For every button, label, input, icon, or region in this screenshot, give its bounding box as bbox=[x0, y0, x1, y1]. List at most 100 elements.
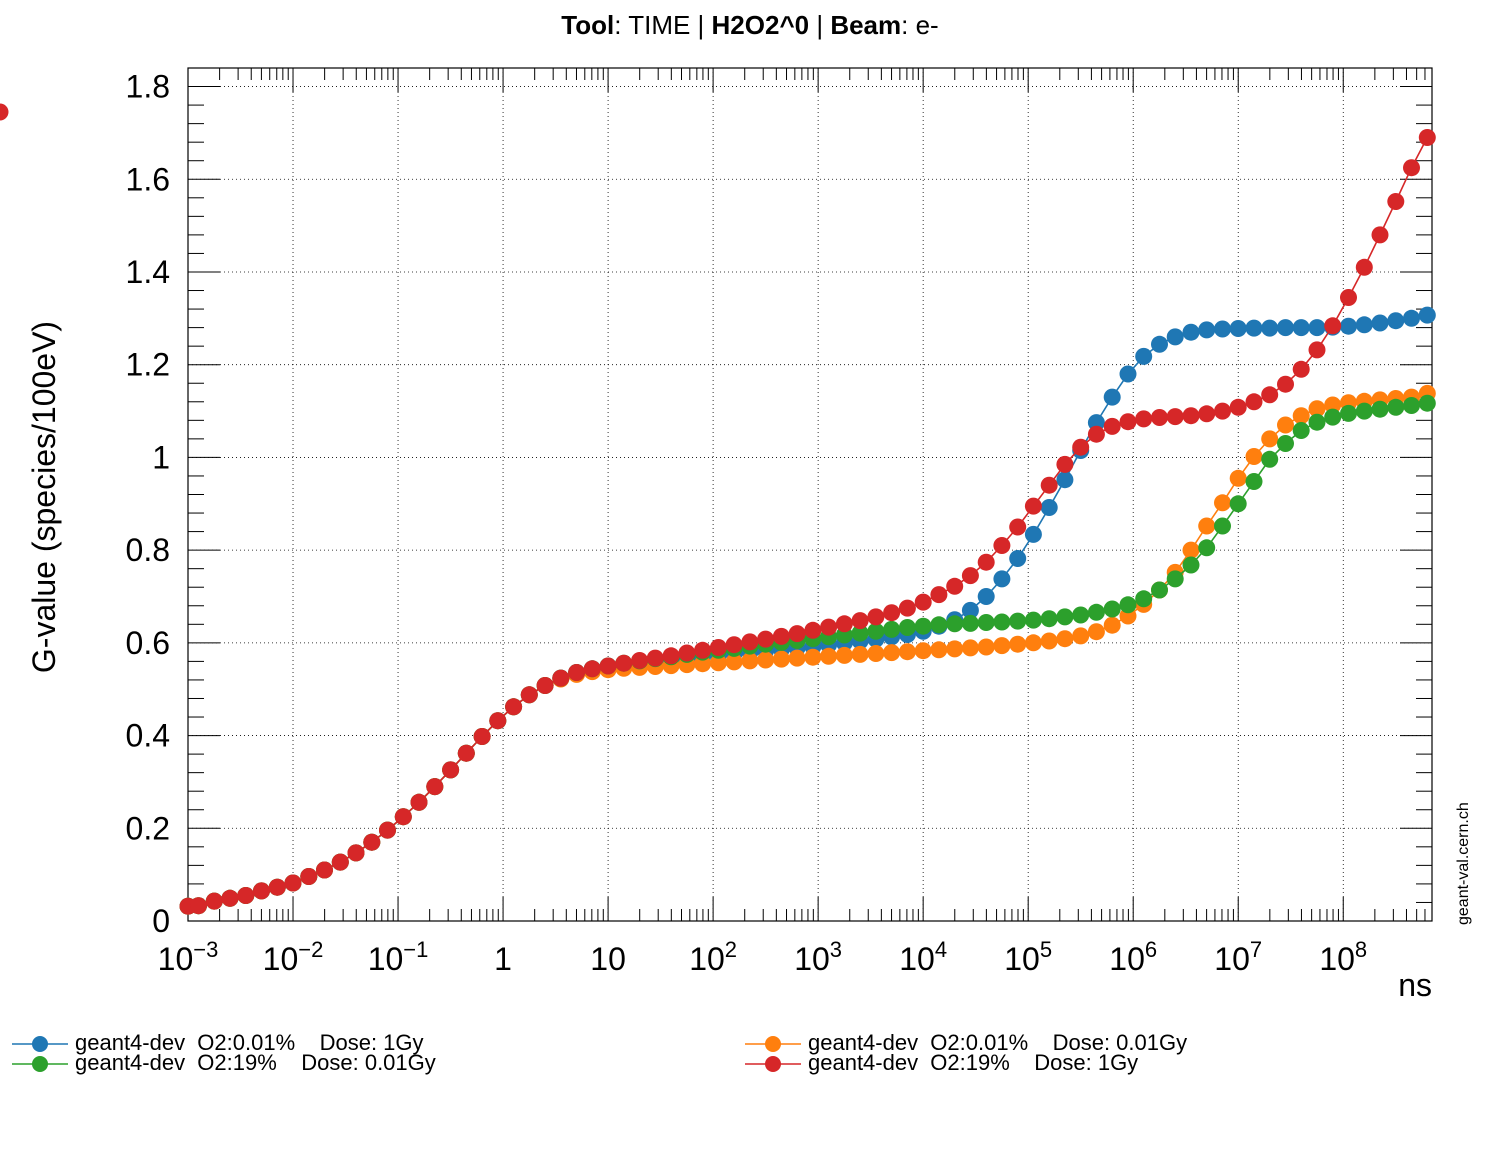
data-point-red bbox=[253, 882, 270, 900]
data-point-green bbox=[1387, 398, 1405, 416]
y-tick-label: 0.6 bbox=[126, 625, 170, 661]
series-layer bbox=[0, 103, 1436, 915]
y-tick-label: 1 bbox=[152, 439, 170, 475]
data-point-orange bbox=[961, 639, 979, 657]
data-point-red bbox=[221, 889, 239, 907]
watermark: geant-val.cern.ch bbox=[1455, 802, 1472, 925]
data-point-orange bbox=[1277, 416, 1294, 434]
data-point-orange bbox=[946, 640, 964, 658]
data-point-orange bbox=[977, 638, 995, 656]
title-species: H2O2^0 bbox=[711, 10, 810, 40]
data-point-blue bbox=[961, 601, 979, 619]
data-point-red bbox=[190, 897, 207, 915]
data-point-red bbox=[1261, 386, 1279, 404]
data-point-red bbox=[867, 608, 885, 626]
data-point-blue bbox=[1009, 550, 1027, 567]
legend-marker-orange bbox=[745, 1036, 801, 1052]
data-point-green bbox=[993, 613, 1011, 631]
title-separator: | bbox=[809, 10, 831, 40]
data-point-orange bbox=[1245, 448, 1263, 465]
data-point-red bbox=[1245, 393, 1263, 411]
data-point-green bbox=[1324, 408, 1342, 426]
data-point-blue bbox=[1261, 319, 1279, 337]
data-point-green bbox=[1340, 404, 1357, 422]
x-tick-label: 102 bbox=[689, 937, 737, 977]
data-point-blue bbox=[1040, 499, 1058, 516]
data-point-orange bbox=[993, 637, 1011, 655]
x-tick-label: 106 bbox=[1109, 937, 1157, 977]
data-point-green bbox=[1103, 600, 1121, 618]
legend-label-green: geant4-dev O2:19% Dose: 0.01Gy bbox=[75, 1050, 436, 1075]
chart-title: Tool: TIME | H2O2^0 | Beam: e- bbox=[0, 10, 1500, 41]
data-point-red bbox=[442, 761, 460, 779]
data-point-red bbox=[284, 874, 302, 892]
data-point-blue bbox=[1355, 316, 1373, 334]
data-point-red bbox=[1009, 518, 1027, 536]
data-point-red bbox=[1371, 226, 1389, 244]
data-point-orange bbox=[1087, 623, 1105, 641]
data-point-blue bbox=[1214, 320, 1231, 338]
data-point-green bbox=[1418, 394, 1436, 412]
data-point-red bbox=[1355, 258, 1373, 276]
data-point-orange bbox=[804, 648, 822, 666]
data-point-orange bbox=[851, 645, 869, 663]
data-point-orange bbox=[820, 647, 838, 665]
x-axis-label: ns bbox=[1398, 967, 1432, 1003]
data-point-red bbox=[930, 586, 948, 604]
data-point-red bbox=[1324, 317, 1342, 335]
data-point-red bbox=[1418, 129, 1436, 146]
legend-entry-green: geant4-dev O2:19% Dose: 0.01Gy bbox=[10, 1052, 436, 1074]
data-point-red bbox=[961, 567, 979, 585]
data-point-orange bbox=[1198, 517, 1216, 535]
data-point-orange bbox=[1261, 430, 1279, 448]
data-point-green bbox=[1261, 450, 1279, 468]
data-point-red bbox=[410, 793, 428, 811]
data-point-blue bbox=[1182, 323, 1200, 341]
data-point-green bbox=[1166, 570, 1184, 588]
data-point-green bbox=[977, 614, 995, 631]
data-point-red bbox=[678, 644, 696, 662]
data-point-green bbox=[867, 622, 885, 640]
data-point-red bbox=[772, 627, 790, 645]
data-point-red bbox=[1277, 375, 1294, 393]
data-point-green bbox=[914, 617, 932, 635]
data-point-red bbox=[1198, 405, 1216, 423]
data-point-orange bbox=[930, 641, 948, 659]
data-point-red bbox=[1340, 289, 1357, 306]
data-point-green bbox=[1245, 473, 1263, 490]
data-point-blue bbox=[1277, 319, 1294, 337]
y-tick-labels: 0 0.2 0.4 0.6 0.8 1 1.2 1.4 1.6 1.8 bbox=[126, 69, 170, 939]
y-tick-label: 0.4 bbox=[126, 718, 170, 754]
legend-label-orange: geant4-dev O2:0.01% Dose: 0.01Gy bbox=[808, 1030, 1188, 1055]
data-point-red bbox=[914, 593, 932, 611]
data-point-orange bbox=[772, 650, 790, 668]
data-point-red bbox=[1308, 341, 1326, 359]
data-point-red bbox=[883, 604, 901, 622]
legend-label-red: geant4-dev O2:19% Dose: 1Gy bbox=[808, 1050, 1139, 1075]
y-tick-label: 1.2 bbox=[126, 347, 170, 383]
data-point-red bbox=[394, 808, 412, 826]
data-point-orange bbox=[835, 646, 853, 664]
data-point-red bbox=[1103, 417, 1121, 435]
data-point-red bbox=[268, 878, 286, 896]
y-tick-label: 0.8 bbox=[126, 532, 170, 568]
data-point-red bbox=[1387, 193, 1405, 210]
data-point-green bbox=[1072, 606, 1090, 624]
data-point-blue bbox=[1135, 347, 1153, 365]
x-tick-label: 1 bbox=[494, 941, 512, 977]
data-point-red bbox=[489, 712, 507, 730]
data-point-orange bbox=[1214, 494, 1231, 512]
data-point-red bbox=[536, 677, 554, 694]
data-point-red bbox=[835, 615, 853, 633]
axis-ticks bbox=[187, 68, 1432, 922]
data-point-orange bbox=[867, 645, 885, 662]
legend-marker-red bbox=[745, 1056, 801, 1072]
data-point-red bbox=[300, 868, 318, 885]
data-point-orange bbox=[883, 644, 901, 662]
data-point-green bbox=[1371, 400, 1389, 418]
data-point-red bbox=[205, 892, 223, 910]
data-point-blue bbox=[1340, 317, 1357, 335]
data-point-blue bbox=[1245, 319, 1263, 337]
data-point-red bbox=[1087, 425, 1105, 443]
data-point-orange bbox=[1308, 400, 1326, 418]
